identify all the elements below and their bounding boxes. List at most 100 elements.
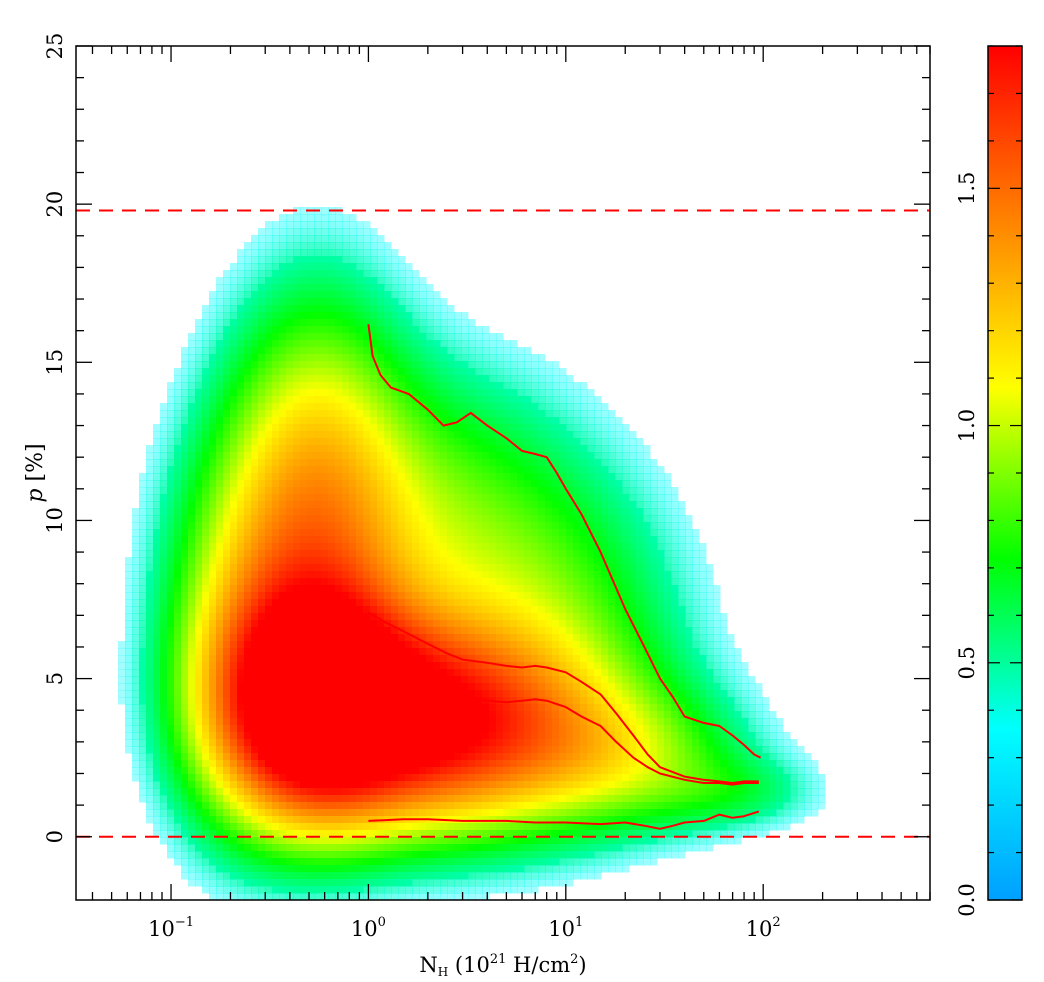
density-cell (608, 480, 616, 488)
density-cell (398, 550, 406, 558)
density-cell (356, 270, 364, 278)
density-cell (195, 452, 203, 460)
density-cell (321, 501, 329, 509)
density-cell (461, 648, 469, 656)
density-cell (244, 564, 252, 572)
density-cell (496, 473, 504, 481)
density-cell (370, 697, 378, 705)
density-cell (286, 662, 294, 670)
density-cell (391, 515, 399, 523)
density-cell (286, 256, 294, 264)
density-cell (468, 515, 476, 523)
density-cell (377, 249, 385, 257)
density-cell (307, 508, 315, 516)
density-cell (503, 578, 511, 586)
density-cell (328, 662, 336, 670)
density-cell (608, 662, 616, 670)
density-cell (538, 515, 546, 523)
density-cell (342, 655, 350, 663)
density-cell (440, 459, 448, 467)
density-cell (167, 697, 175, 705)
density-cell (531, 627, 539, 635)
density-cell (503, 382, 511, 390)
density-cell (286, 634, 294, 642)
density-cell (244, 347, 252, 355)
density-cell (188, 697, 196, 705)
density-cell (328, 396, 336, 404)
density-cell (552, 438, 560, 446)
density-cell (426, 655, 434, 663)
density-cell (391, 550, 399, 558)
density-cell (265, 284, 273, 292)
density-cell (405, 592, 413, 600)
density-cell (685, 606, 693, 614)
density-cell (293, 242, 301, 250)
density-cell (573, 529, 581, 537)
density-cell (237, 543, 245, 551)
density-cell (405, 564, 413, 572)
density-cell (559, 634, 567, 642)
density-cell (265, 270, 273, 278)
density-cell (510, 718, 518, 726)
density-cell (636, 662, 644, 670)
density-cell (321, 655, 329, 663)
density-cell (223, 431, 231, 439)
density-cell (496, 438, 504, 446)
density-cell (412, 382, 420, 390)
density-cell (377, 263, 385, 271)
density-cell (587, 480, 595, 488)
density-cell (265, 550, 273, 558)
density-cell (398, 417, 406, 425)
density-cell (195, 732, 203, 740)
density-cell (524, 627, 532, 635)
density-cell (587, 564, 595, 572)
density-cell (419, 277, 427, 285)
density-cell (391, 326, 399, 334)
density-cell (510, 375, 518, 383)
density-cell (643, 683, 651, 691)
density-cell (475, 536, 483, 544)
density-cell (433, 319, 441, 327)
density-cell (405, 676, 413, 684)
density-cell (727, 718, 735, 726)
density-cell (342, 396, 350, 404)
density-cell (363, 627, 371, 635)
density-cell (517, 662, 525, 670)
density-cell (419, 333, 427, 341)
density-cell (314, 410, 322, 418)
density-cell (377, 508, 385, 516)
density-cell (622, 599, 630, 607)
density-cell (153, 683, 161, 691)
density-cell (706, 634, 714, 642)
density-cell (230, 340, 238, 348)
density-cell (433, 361, 441, 369)
density-cell (405, 347, 413, 355)
density-cell (398, 711, 406, 719)
density-cell (440, 347, 448, 355)
density-cell (489, 634, 497, 642)
density-cell (412, 697, 420, 705)
density-cell (587, 536, 595, 544)
density-cell (608, 529, 616, 537)
density-cell (538, 571, 546, 579)
density-cell (440, 494, 448, 502)
density-cell (356, 417, 364, 425)
density-cell (629, 550, 637, 558)
density-cell (356, 697, 364, 705)
density-cell (482, 627, 490, 635)
density-cell (300, 564, 308, 572)
density-cell (202, 494, 210, 502)
density-cell (132, 725, 140, 733)
density-cell (636, 578, 644, 586)
density-cell (167, 585, 175, 593)
density-cell (524, 718, 532, 726)
density-cell (391, 354, 399, 362)
density-cell (594, 704, 602, 712)
density-cell (426, 718, 434, 726)
density-cell (300, 389, 308, 397)
density-cell (678, 732, 686, 740)
density-cell (720, 613, 728, 621)
density-cell (202, 599, 210, 607)
density-cell (356, 242, 364, 250)
density-cell (657, 494, 665, 502)
